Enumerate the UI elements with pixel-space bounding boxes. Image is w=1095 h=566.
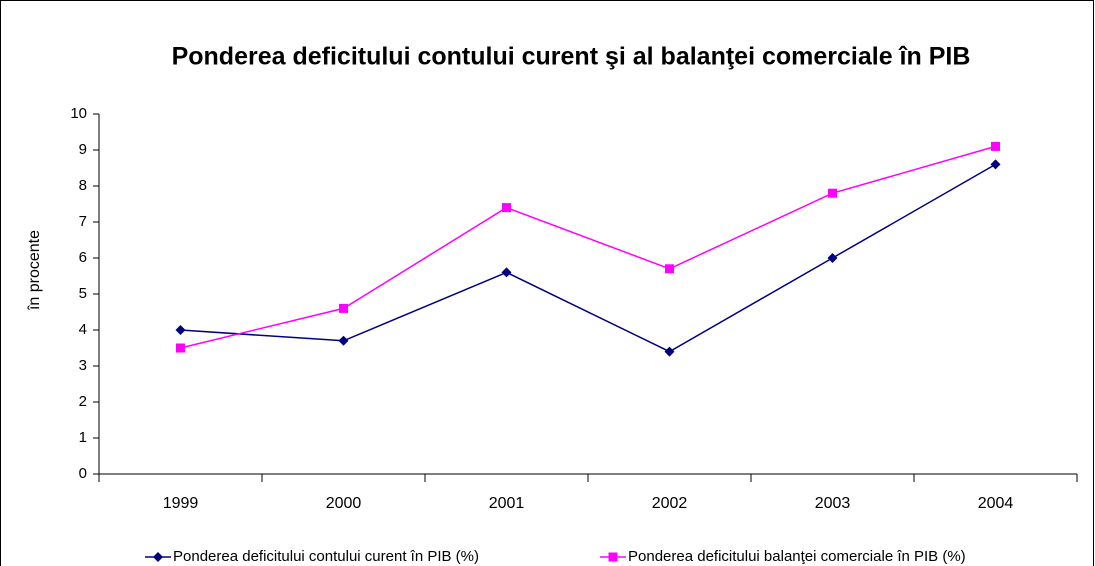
data-point — [338, 335, 349, 346]
data-point — [664, 346, 675, 357]
data-point — [501, 267, 512, 278]
y-tick-label: 5 — [79, 285, 87, 302]
data-point — [991, 141, 1000, 151]
chart-title: Ponderea deficitului contului curent şi … — [172, 43, 971, 71]
y-tick-label: 9 — [79, 141, 87, 158]
data-point — [665, 264, 674, 274]
x-tick-label: 1999 — [163, 495, 199, 512]
y-axis-label: în procente — [26, 230, 43, 311]
legend-marker — [153, 552, 163, 562]
y-tick-label: 7 — [79, 213, 87, 230]
x-tick-label: 2004 — [978, 495, 1014, 512]
data-point — [828, 188, 837, 198]
y-tick-label: 2 — [79, 393, 87, 410]
y-tick-label: 6 — [79, 249, 87, 266]
x-tick-label: 2001 — [489, 495, 525, 512]
legend-label: Ponderea deficitului balanţei comerciale… — [628, 548, 966, 565]
y-tick-label: 1 — [79, 429, 87, 446]
x-tick-label: 2003 — [815, 495, 851, 512]
data-point — [339, 303, 348, 313]
data-point — [990, 159, 1001, 170]
legend-label: Ponderea deficitului contului curent în … — [173, 548, 479, 565]
legend-marker — [608, 552, 618, 562]
data-point — [176, 343, 185, 353]
x-tick-label: 2002 — [652, 495, 688, 512]
y-tick-label: 0 — [79, 465, 87, 482]
y-tick-label: 10 — [70, 105, 87, 122]
x-tick-label: 2000 — [326, 495, 362, 512]
data-point — [827, 253, 838, 263]
data-point — [175, 325, 186, 335]
y-tick-label: 4 — [79, 321, 87, 338]
series-line — [180, 163, 996, 353]
y-tick-label: 8 — [79, 177, 87, 194]
y-tick-label: 3 — [79, 357, 87, 374]
series-line — [180, 145, 996, 349]
data-point — [502, 203, 511, 213]
